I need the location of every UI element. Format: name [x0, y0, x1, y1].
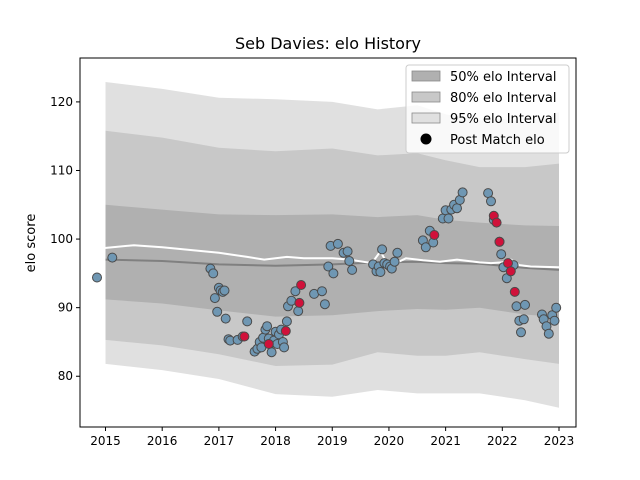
y-tick-label: 90 — [58, 301, 73, 315]
post-match-elo-point — [392, 247, 403, 258]
post-match-elo-point — [332, 238, 343, 249]
post-match-elo-point — [551, 302, 562, 313]
legend-marker-post-match-elo — [420, 133, 432, 145]
post-match-elo-point — [242, 316, 253, 327]
post-match-elo-point — [347, 264, 358, 275]
legend-swatch-80-elo-interval — [411, 91, 441, 103]
legend-label-80-elo-interval: 80% elo Interval — [450, 91, 557, 106]
post-match-elo-point — [293, 306, 304, 317]
post-match-elo-point — [219, 285, 230, 296]
legend: 50% elo Interval 80% elo Interval 95% elo … — [405, 64, 570, 154]
post-match-elo-point — [375, 267, 386, 277]
x-tick-label: 2021 — [430, 434, 461, 448]
post-match-elo-point — [377, 244, 388, 255]
legend-swatch-95-elo-interval — [411, 112, 441, 124]
plot-area — [92, 82, 562, 408]
y-tick-label: 120 — [50, 95, 73, 109]
x-tick-label: 2019 — [317, 434, 348, 448]
plot-content — [92, 82, 562, 408]
post-match-elo-point — [323, 261, 334, 272]
post-match-elo-point — [511, 301, 522, 312]
highlight-elo-point — [239, 331, 250, 342]
post-match-elo-point — [317, 286, 327, 297]
x-tick-label: 2018 — [260, 434, 291, 448]
axes: 2015 2016 2017 2018 2019 2020 2021 2022 2023 80 90… — [50, 57, 577, 448]
post-match-elo-point — [342, 246, 353, 257]
post-match-elo-point — [520, 299, 530, 310]
post-match-elo-point — [209, 293, 220, 304]
legend-label-post-match-elo: Post Match elo — [450, 133, 545, 148]
post-match-elo-point — [457, 187, 468, 198]
post-match-elo-point — [220, 313, 231, 324]
x-tick-label: 2020 — [374, 434, 405, 448]
legend-label-95-elo-interval: 95% elo Interval — [450, 112, 557, 127]
x-tick-label: 2017 — [204, 434, 235, 448]
highlight-elo-point — [296, 280, 307, 290]
post-match-elo-point — [281, 316, 292, 327]
post-match-elo-point — [516, 327, 526, 338]
x-tick-label: 2023 — [544, 434, 575, 448]
axes-frame — [79, 57, 577, 428]
post-match-elo-point — [92, 272, 102, 283]
post-match-elo-point — [208, 268, 219, 279]
post-match-elo-point — [262, 321, 273, 332]
post-match-elo-point — [518, 314, 529, 325]
post-match-elo-point — [319, 299, 330, 310]
y-tick-label: 100 — [50, 232, 73, 246]
post-match-elo-point — [486, 196, 496, 207]
legend-box — [405, 64, 570, 154]
chart-title: Seb Davies: elo History — [235, 34, 421, 53]
y-tick-label: 110 — [50, 163, 73, 177]
post-match-elo-point — [543, 328, 554, 339]
post-match-elo-point — [549, 315, 560, 326]
highlight-elo-point — [505, 266, 516, 277]
highlight-elo-point — [263, 339, 274, 349]
post-match-elo-point — [483, 188, 494, 199]
post-match-elo-point — [452, 203, 462, 214]
highlight-elo-point — [503, 258, 513, 269]
post-match-elo-point — [279, 342, 290, 353]
highlight-elo-point — [491, 217, 502, 228]
post-match-elo-point — [107, 252, 118, 263]
highlight-elo-point — [494, 236, 505, 247]
post-match-elo-point — [212, 306, 223, 317]
x-tick-label: 2022 — [487, 434, 518, 448]
highlight-elo-point — [280, 326, 291, 336]
legend-label-50-elo-interval: 50% elo Interval — [450, 70, 557, 85]
post-match-elo-point — [443, 213, 454, 224]
x-tick-label: 2016 — [147, 434, 178, 448]
highlight-elo-point — [429, 230, 440, 240]
highlight-elo-point — [294, 297, 305, 308]
post-match-elo-point — [266, 347, 277, 358]
x-tick-label: 2015 — [90, 434, 121, 448]
post-match-elo-point — [496, 249, 507, 260]
post-match-elo-point — [389, 256, 400, 267]
post-match-elo-point — [328, 268, 339, 279]
highlight-elo-point — [509, 286, 520, 297]
y-axis-label: elo score — [24, 214, 39, 273]
post-match-elo-point — [344, 256, 355, 266]
y-tick-label: 80 — [58, 369, 73, 383]
legend-swatch-50-elo-interval — [411, 70, 441, 82]
post-match-elo-point — [290, 286, 301, 297]
post-match-elo-point — [420, 242, 431, 253]
